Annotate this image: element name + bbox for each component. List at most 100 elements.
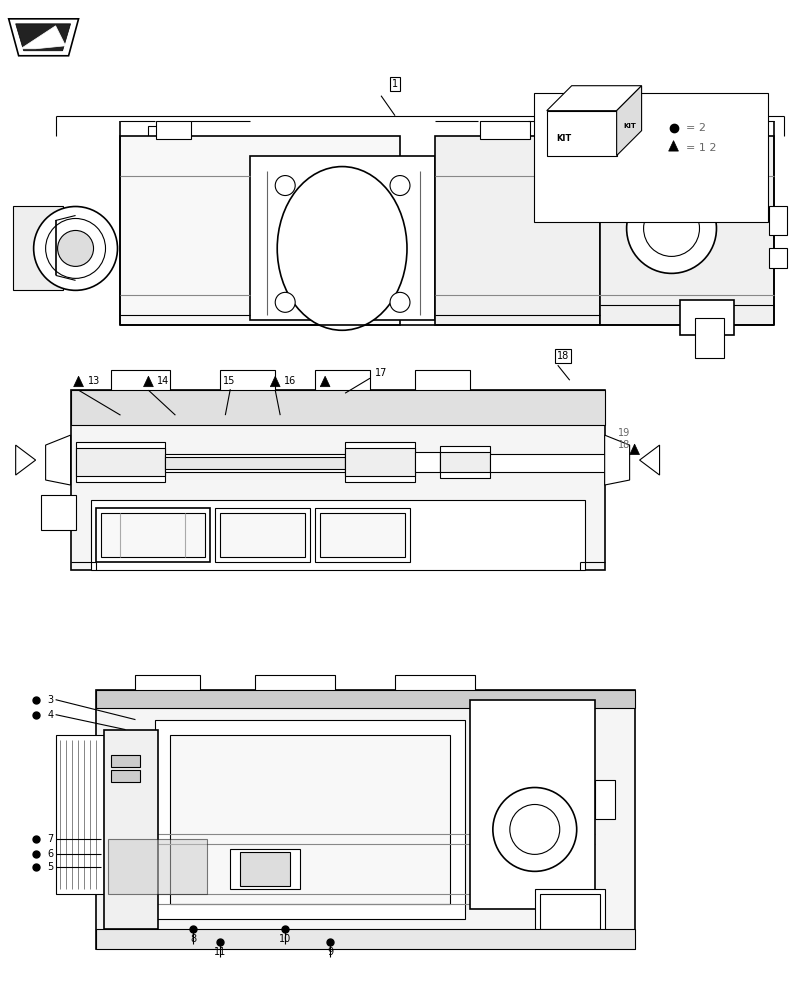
Bar bbox=[91, 500, 584, 570]
Polygon shape bbox=[74, 376, 84, 387]
Bar bbox=[769, 248, 787, 268]
Polygon shape bbox=[546, 111, 616, 156]
Bar bbox=[769, 206, 787, 235]
Bar bbox=[594, 780, 614, 819]
Bar bbox=[155, 720, 465, 919]
Bar bbox=[533, 93, 767, 222]
Polygon shape bbox=[270, 376, 280, 387]
Text: 10: 10 bbox=[279, 934, 291, 944]
Text: 7: 7 bbox=[48, 834, 54, 844]
Text: = 2: = 2 bbox=[684, 123, 705, 133]
Bar bbox=[120, 136, 400, 325]
Bar bbox=[135, 675, 200, 693]
Bar bbox=[75, 442, 165, 482]
Polygon shape bbox=[20, 26, 66, 49]
Text: 1: 1 bbox=[392, 79, 397, 89]
Bar bbox=[394, 675, 474, 693]
Circle shape bbox=[586, 88, 596, 98]
Polygon shape bbox=[320, 376, 329, 387]
Bar bbox=[240, 852, 290, 886]
Polygon shape bbox=[9, 19, 79, 56]
Polygon shape bbox=[667, 141, 678, 151]
Bar bbox=[165, 454, 345, 472]
Bar bbox=[96, 690, 634, 949]
Bar bbox=[101, 513, 205, 557]
Bar bbox=[96, 508, 210, 562]
Bar bbox=[255, 675, 335, 693]
Bar bbox=[315, 508, 410, 562]
Bar bbox=[489, 454, 609, 472]
Polygon shape bbox=[639, 445, 659, 475]
Text: 4: 4 bbox=[48, 710, 54, 720]
Text: 17: 17 bbox=[375, 368, 387, 378]
Circle shape bbox=[571, 88, 581, 98]
Bar bbox=[71, 390, 604, 570]
Polygon shape bbox=[15, 24, 71, 51]
Bar bbox=[534, 889, 604, 939]
Circle shape bbox=[389, 176, 410, 196]
Circle shape bbox=[601, 88, 611, 98]
Text: 18: 18 bbox=[556, 351, 569, 361]
Text: 16: 16 bbox=[284, 376, 296, 386]
Bar bbox=[470, 700, 594, 909]
Bar bbox=[414, 370, 470, 392]
Text: 19: 19 bbox=[617, 428, 629, 438]
Bar bbox=[315, 370, 370, 392]
Circle shape bbox=[492, 788, 576, 871]
Bar bbox=[96, 929, 634, 949]
Bar bbox=[41, 495, 75, 530]
Bar bbox=[71, 390, 604, 425]
Circle shape bbox=[58, 230, 93, 266]
Text: = 1 2: = 1 2 bbox=[684, 143, 715, 153]
Ellipse shape bbox=[277, 167, 406, 330]
Text: 14: 14 bbox=[157, 376, 169, 386]
Polygon shape bbox=[45, 435, 71, 485]
Bar bbox=[440, 452, 489, 472]
Bar bbox=[599, 136, 774, 325]
Circle shape bbox=[45, 218, 105, 278]
Bar bbox=[479, 121, 529, 139]
Bar bbox=[110, 370, 170, 392]
Bar bbox=[220, 513, 305, 557]
Bar bbox=[110, 755, 140, 767]
Text: 8: 8 bbox=[190, 934, 196, 944]
Text: 18: 18 bbox=[617, 440, 629, 450]
Circle shape bbox=[643, 201, 698, 256]
Circle shape bbox=[601, 96, 611, 106]
Bar bbox=[250, 156, 435, 320]
Bar bbox=[157, 121, 191, 139]
Circle shape bbox=[626, 184, 715, 273]
Circle shape bbox=[275, 176, 295, 196]
Bar bbox=[440, 446, 489, 478]
Bar bbox=[107, 839, 207, 894]
Circle shape bbox=[571, 96, 581, 106]
Text: 3: 3 bbox=[48, 695, 54, 705]
Polygon shape bbox=[546, 86, 641, 111]
Bar bbox=[170, 735, 449, 904]
Text: 5: 5 bbox=[48, 862, 54, 872]
Polygon shape bbox=[15, 445, 36, 475]
Text: KIT: KIT bbox=[622, 123, 635, 129]
Bar bbox=[414, 452, 440, 472]
Bar bbox=[345, 442, 414, 482]
Circle shape bbox=[586, 96, 596, 106]
Bar bbox=[230, 849, 300, 889]
Bar bbox=[539, 894, 599, 929]
Bar bbox=[629, 121, 669, 139]
Bar bbox=[679, 300, 733, 335]
Text: 15: 15 bbox=[223, 376, 235, 386]
Circle shape bbox=[389, 292, 410, 312]
Bar bbox=[96, 690, 634, 708]
Polygon shape bbox=[144, 376, 153, 387]
Circle shape bbox=[275, 292, 295, 312]
Bar bbox=[220, 370, 275, 392]
Bar bbox=[103, 730, 158, 929]
Bar bbox=[148, 126, 158, 141]
Circle shape bbox=[33, 207, 118, 290]
Circle shape bbox=[509, 804, 559, 854]
Bar bbox=[320, 513, 405, 557]
Polygon shape bbox=[616, 86, 641, 156]
Bar bbox=[110, 770, 140, 782]
Text: 6: 6 bbox=[48, 849, 54, 859]
Bar bbox=[435, 136, 599, 325]
